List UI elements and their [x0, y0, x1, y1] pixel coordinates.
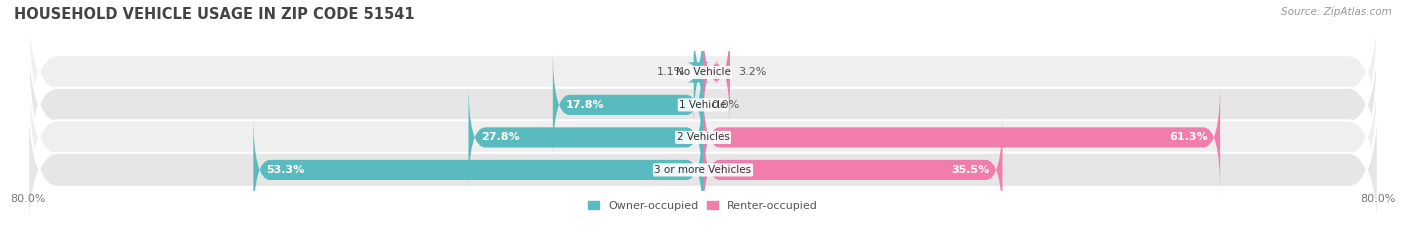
Text: 3.2%: 3.2%: [738, 67, 766, 77]
FancyBboxPatch shape: [28, 0, 1378, 169]
FancyBboxPatch shape: [253, 115, 703, 225]
Text: 61.3%: 61.3%: [1168, 132, 1208, 142]
FancyBboxPatch shape: [28, 73, 1378, 233]
Text: 3 or more Vehicles: 3 or more Vehicles: [654, 165, 752, 175]
FancyBboxPatch shape: [703, 82, 1220, 192]
FancyBboxPatch shape: [28, 8, 1378, 202]
Text: 1.1%: 1.1%: [657, 67, 685, 77]
FancyBboxPatch shape: [28, 41, 1378, 233]
Text: 2 Vehicles: 2 Vehicles: [676, 132, 730, 142]
Text: 17.8%: 17.8%: [565, 100, 605, 110]
FancyBboxPatch shape: [468, 82, 703, 192]
Text: 53.3%: 53.3%: [266, 165, 304, 175]
Text: No Vehicle: No Vehicle: [675, 67, 731, 77]
FancyBboxPatch shape: [686, 17, 710, 127]
Text: HOUSEHOLD VEHICLE USAGE IN ZIP CODE 51541: HOUSEHOLD VEHICLE USAGE IN ZIP CODE 5154…: [14, 7, 415, 22]
Text: 27.8%: 27.8%: [481, 132, 520, 142]
Text: Source: ZipAtlas.com: Source: ZipAtlas.com: [1281, 7, 1392, 17]
Text: 0.0%: 0.0%: [711, 100, 740, 110]
Legend: Owner-occupied, Renter-occupied: Owner-occupied, Renter-occupied: [588, 201, 818, 211]
FancyBboxPatch shape: [553, 50, 703, 160]
Text: 1 Vehicle: 1 Vehicle: [679, 100, 727, 110]
FancyBboxPatch shape: [703, 115, 1002, 225]
FancyBboxPatch shape: [703, 17, 730, 127]
Text: 35.5%: 35.5%: [952, 165, 990, 175]
